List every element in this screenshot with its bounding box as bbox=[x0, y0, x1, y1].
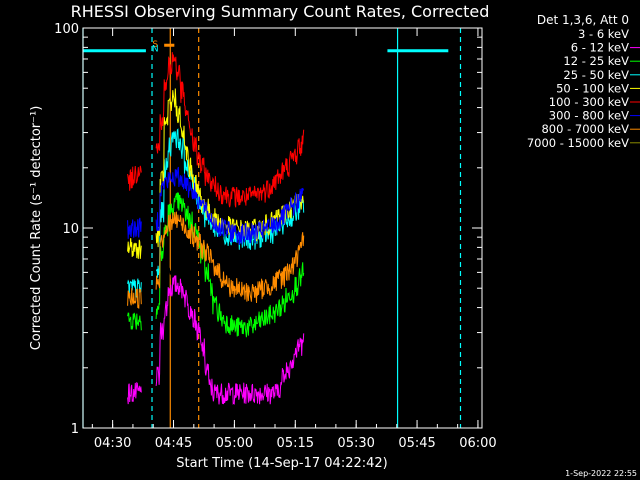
legend-label-8: 7000 - 15000 keV bbox=[527, 136, 629, 150]
flag-label-n: N bbox=[152, 45, 159, 55]
series-4 bbox=[127, 88, 305, 259]
flag-label-s: S bbox=[152, 40, 158, 50]
series-line-3 bbox=[127, 128, 305, 298]
legend-label-4: 50 - 100 keV bbox=[556, 81, 629, 95]
series-5 bbox=[127, 52, 305, 208]
series-line-2 bbox=[127, 192, 305, 338]
series-1 bbox=[127, 275, 305, 405]
y-tick-label-0: 1 bbox=[71, 422, 79, 437]
x-tick-label-0: 04:30 bbox=[94, 436, 131, 451]
legend-label-1: 6 - 12 keV bbox=[571, 41, 629, 55]
series-3 bbox=[127, 128, 305, 298]
footer-date: 1-Sep-2022 22:55 bbox=[565, 469, 637, 478]
legend-label-7: 800 - 7000 keV bbox=[541, 122, 629, 136]
x-tick-label-2: 05:00 bbox=[216, 436, 253, 451]
legend-label-0: 3 - 6 keV bbox=[578, 27, 629, 41]
series-line-5 bbox=[127, 52, 305, 208]
series-line-1 bbox=[127, 275, 305, 405]
x-tick-label-1: 04:45 bbox=[155, 436, 192, 451]
y-axis-label: Corrected Count Rate (s⁻¹ detector⁻¹) bbox=[29, 106, 44, 351]
legend-label-5: 100 - 300 keV bbox=[549, 95, 629, 109]
series-7 bbox=[127, 211, 305, 309]
y-tick-label-2: 100 bbox=[54, 22, 79, 37]
series-line-6 bbox=[127, 166, 305, 246]
legend-label-2: 12 - 25 keV bbox=[563, 54, 629, 68]
legend-label-3: 25 - 50 keV bbox=[563, 68, 629, 82]
x-tick-label-3: 05:15 bbox=[277, 436, 314, 451]
axis-ticks: 04:30 04:45 05:00 05:15 05:30 05:45 06:00 1 10 10… bbox=[54, 22, 497, 451]
series-line-7 bbox=[127, 211, 305, 309]
x-tick-label-6: 06:00 bbox=[459, 436, 496, 451]
series-6 bbox=[127, 166, 305, 246]
legend-title: Det 1,3,6, Att 0 bbox=[537, 13, 629, 27]
x-tick-label-5: 05:45 bbox=[398, 436, 435, 451]
x-tick-label-4: 05:30 bbox=[337, 436, 374, 451]
x-axis-label: Start Time (14-Sep-17 04:22:42) bbox=[176, 456, 387, 471]
series-line-4 bbox=[127, 88, 305, 259]
chart-title: RHESSI Observing Summary Count Rates, Co… bbox=[71, 2, 490, 21]
plot-area: SN bbox=[82, 28, 462, 428]
legend-label-6: 300 - 800 keV bbox=[549, 109, 629, 123]
y-tick-label-1: 10 bbox=[62, 222, 79, 237]
series-2 bbox=[127, 192, 305, 338]
